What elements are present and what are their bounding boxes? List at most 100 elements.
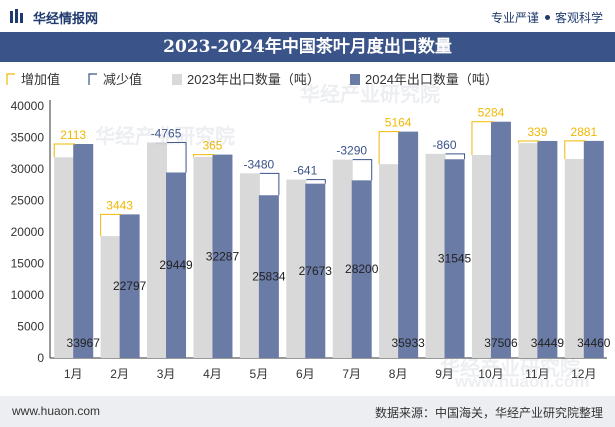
increase-value-label: 3443 (106, 198, 133, 212)
footer-url: www.huaon.com (12, 404, 101, 418)
bar-2024-value-label: 34460 (577, 336, 611, 350)
x-tick-label: 6月 (296, 367, 315, 381)
legend-2024-label: 2024年出口数量（吨） (365, 72, 498, 87)
bar-2023 (564, 159, 585, 358)
bar-2024 (305, 183, 326, 358)
increase-value-label: 365 (202, 139, 222, 153)
increase-value-label: 5284 (478, 106, 505, 120)
y-tick-label: 5000 (17, 320, 44, 334)
x-tick-label: 1月 (64, 367, 83, 381)
bar-2024 (73, 144, 94, 358)
bar-2023 (379, 164, 400, 358)
bar-2024 (119, 214, 140, 358)
x-tick-label: 10月 (478, 367, 503, 381)
bar-2023 (471, 155, 492, 358)
increase-bracket (378, 131, 401, 165)
x-tick-label: 8月 (389, 367, 408, 381)
bar-2024-value-label: 34449 (531, 336, 565, 350)
increase-bracket (53, 143, 76, 158)
increase-bracket (564, 140, 586, 160)
bar-2024-value-label: 33967 (67, 336, 101, 350)
decrease-bracket (306, 179, 326, 184)
bar-2023 (518, 143, 539, 358)
y-tick-label: 15000 (11, 257, 45, 271)
increase-bracket (192, 154, 215, 157)
bar-2024-value-label: 28200 (345, 262, 379, 276)
x-tick-label: 4月 (203, 367, 222, 381)
increase-value-label: 339 (527, 125, 547, 139)
chart-area: 增加值 减少值 2023年出口数量（吨） 2024年出口数量（吨） 0 5000 10000… (6, 72, 611, 381)
decrease-value-label: -860 (433, 138, 457, 152)
y-tick-label: 20000 (11, 225, 45, 239)
header-tags: 专业严谨 客观科学 (491, 9, 603, 26)
bar-2024 (398, 131, 419, 358)
bar-2024 (166, 172, 187, 358)
legend-2023-label: 2023年出口数量（吨） (187, 72, 320, 87)
increase-value-label: 2881 (570, 125, 597, 139)
bar-2024-value-label: 37506 (484, 336, 518, 350)
decrease-value-label: -4765 (151, 126, 182, 140)
bar-2024 (583, 140, 604, 358)
data-source: 数据来源：中国海关，华经产业研究院整理 (374, 406, 603, 420)
x-tick-label: 9月 (435, 367, 454, 381)
brand-name: 华经情报网 (33, 11, 99, 26)
bar-2024-value-label: 27673 (299, 264, 333, 278)
bar-2023 (193, 156, 214, 358)
bar-2023 (239, 173, 260, 358)
legend-2024-marker (350, 74, 360, 85)
x-tick-label: 5月 (250, 367, 269, 381)
y-tick-label: 35000 (11, 131, 45, 145)
tag-objective: 客观科学 (554, 11, 603, 25)
x-tick-label: 3月 (157, 367, 176, 381)
bar-2024 (444, 159, 465, 358)
bar-2023 (147, 142, 168, 358)
bar-2023 (54, 157, 75, 358)
y-tick-label: 40000 (11, 99, 45, 113)
increase-value-label: 5164 (385, 116, 412, 130)
bar-2023 (100, 236, 121, 358)
bar-2024-value-label: 32287 (206, 249, 240, 263)
decrease-bracket (167, 141, 187, 173)
increase-bracket (471, 121, 493, 156)
increase-bracket (517, 140, 540, 144)
bar-2024 (212, 154, 233, 358)
legend-increase-label: 增加值 (21, 72, 60, 87)
bar-2024-value-label: 22797 (113, 279, 147, 293)
decrease-bracket (352, 159, 373, 181)
bar-2024-value-label: 29449 (159, 258, 193, 272)
bar-2024-value-label: 35933 (391, 336, 425, 350)
bar-2024 (258, 195, 279, 358)
bar-2024 (351, 180, 372, 358)
increase-bracket (100, 213, 122, 237)
increase-value-label: 2113 (60, 128, 86, 142)
bar-2024 (490, 121, 511, 358)
bar-2023 (286, 179, 307, 358)
footer: www.huaon.com 数据来源：中国海关，华经产业研究院整理 (0, 396, 615, 427)
y-tick-label: 30000 (11, 162, 45, 176)
logo-icon (10, 9, 23, 23)
y-tick-label: 10000 (11, 288, 45, 302)
decrease-value-label: -3290 (336, 144, 367, 158)
x-tick-label: 7月 (342, 367, 361, 381)
decrease-bracket (445, 153, 466, 160)
decrease-value-label: -3480 (244, 157, 275, 171)
chart-title: 2023-2024年中国茶叶月度出口数量 (163, 37, 452, 57)
title-bar: 2023-2024年中国茶叶月度出口数量 (0, 32, 615, 62)
x-tick-label: 11月 (525, 367, 549, 381)
legend-2023-marker (172, 74, 182, 85)
x-tick-label: 2月 (110, 367, 129, 381)
top-bar: 华经情报网 专业严谨 客观科学 (0, 0, 615, 32)
x-tick-label: 12月 (571, 367, 596, 381)
bar-2024-value-label: 25834 (252, 270, 286, 284)
decrease-value-label: -641 (293, 164, 317, 178)
bar-2024-value-label: 31545 (438, 252, 472, 266)
bar-2024 (537, 140, 558, 358)
decrease-bracket (259, 172, 280, 196)
legend-decrease-marker (88, 73, 97, 85)
legend-increase-marker (6, 73, 15, 85)
tag-professional: 专业严谨 (490, 11, 539, 25)
separator-dot (544, 15, 550, 21)
legend-decrease-label: 减少值 (103, 72, 142, 87)
y-tick-label: 25000 (11, 194, 45, 208)
y-tick-label: 0 (37, 351, 44, 365)
